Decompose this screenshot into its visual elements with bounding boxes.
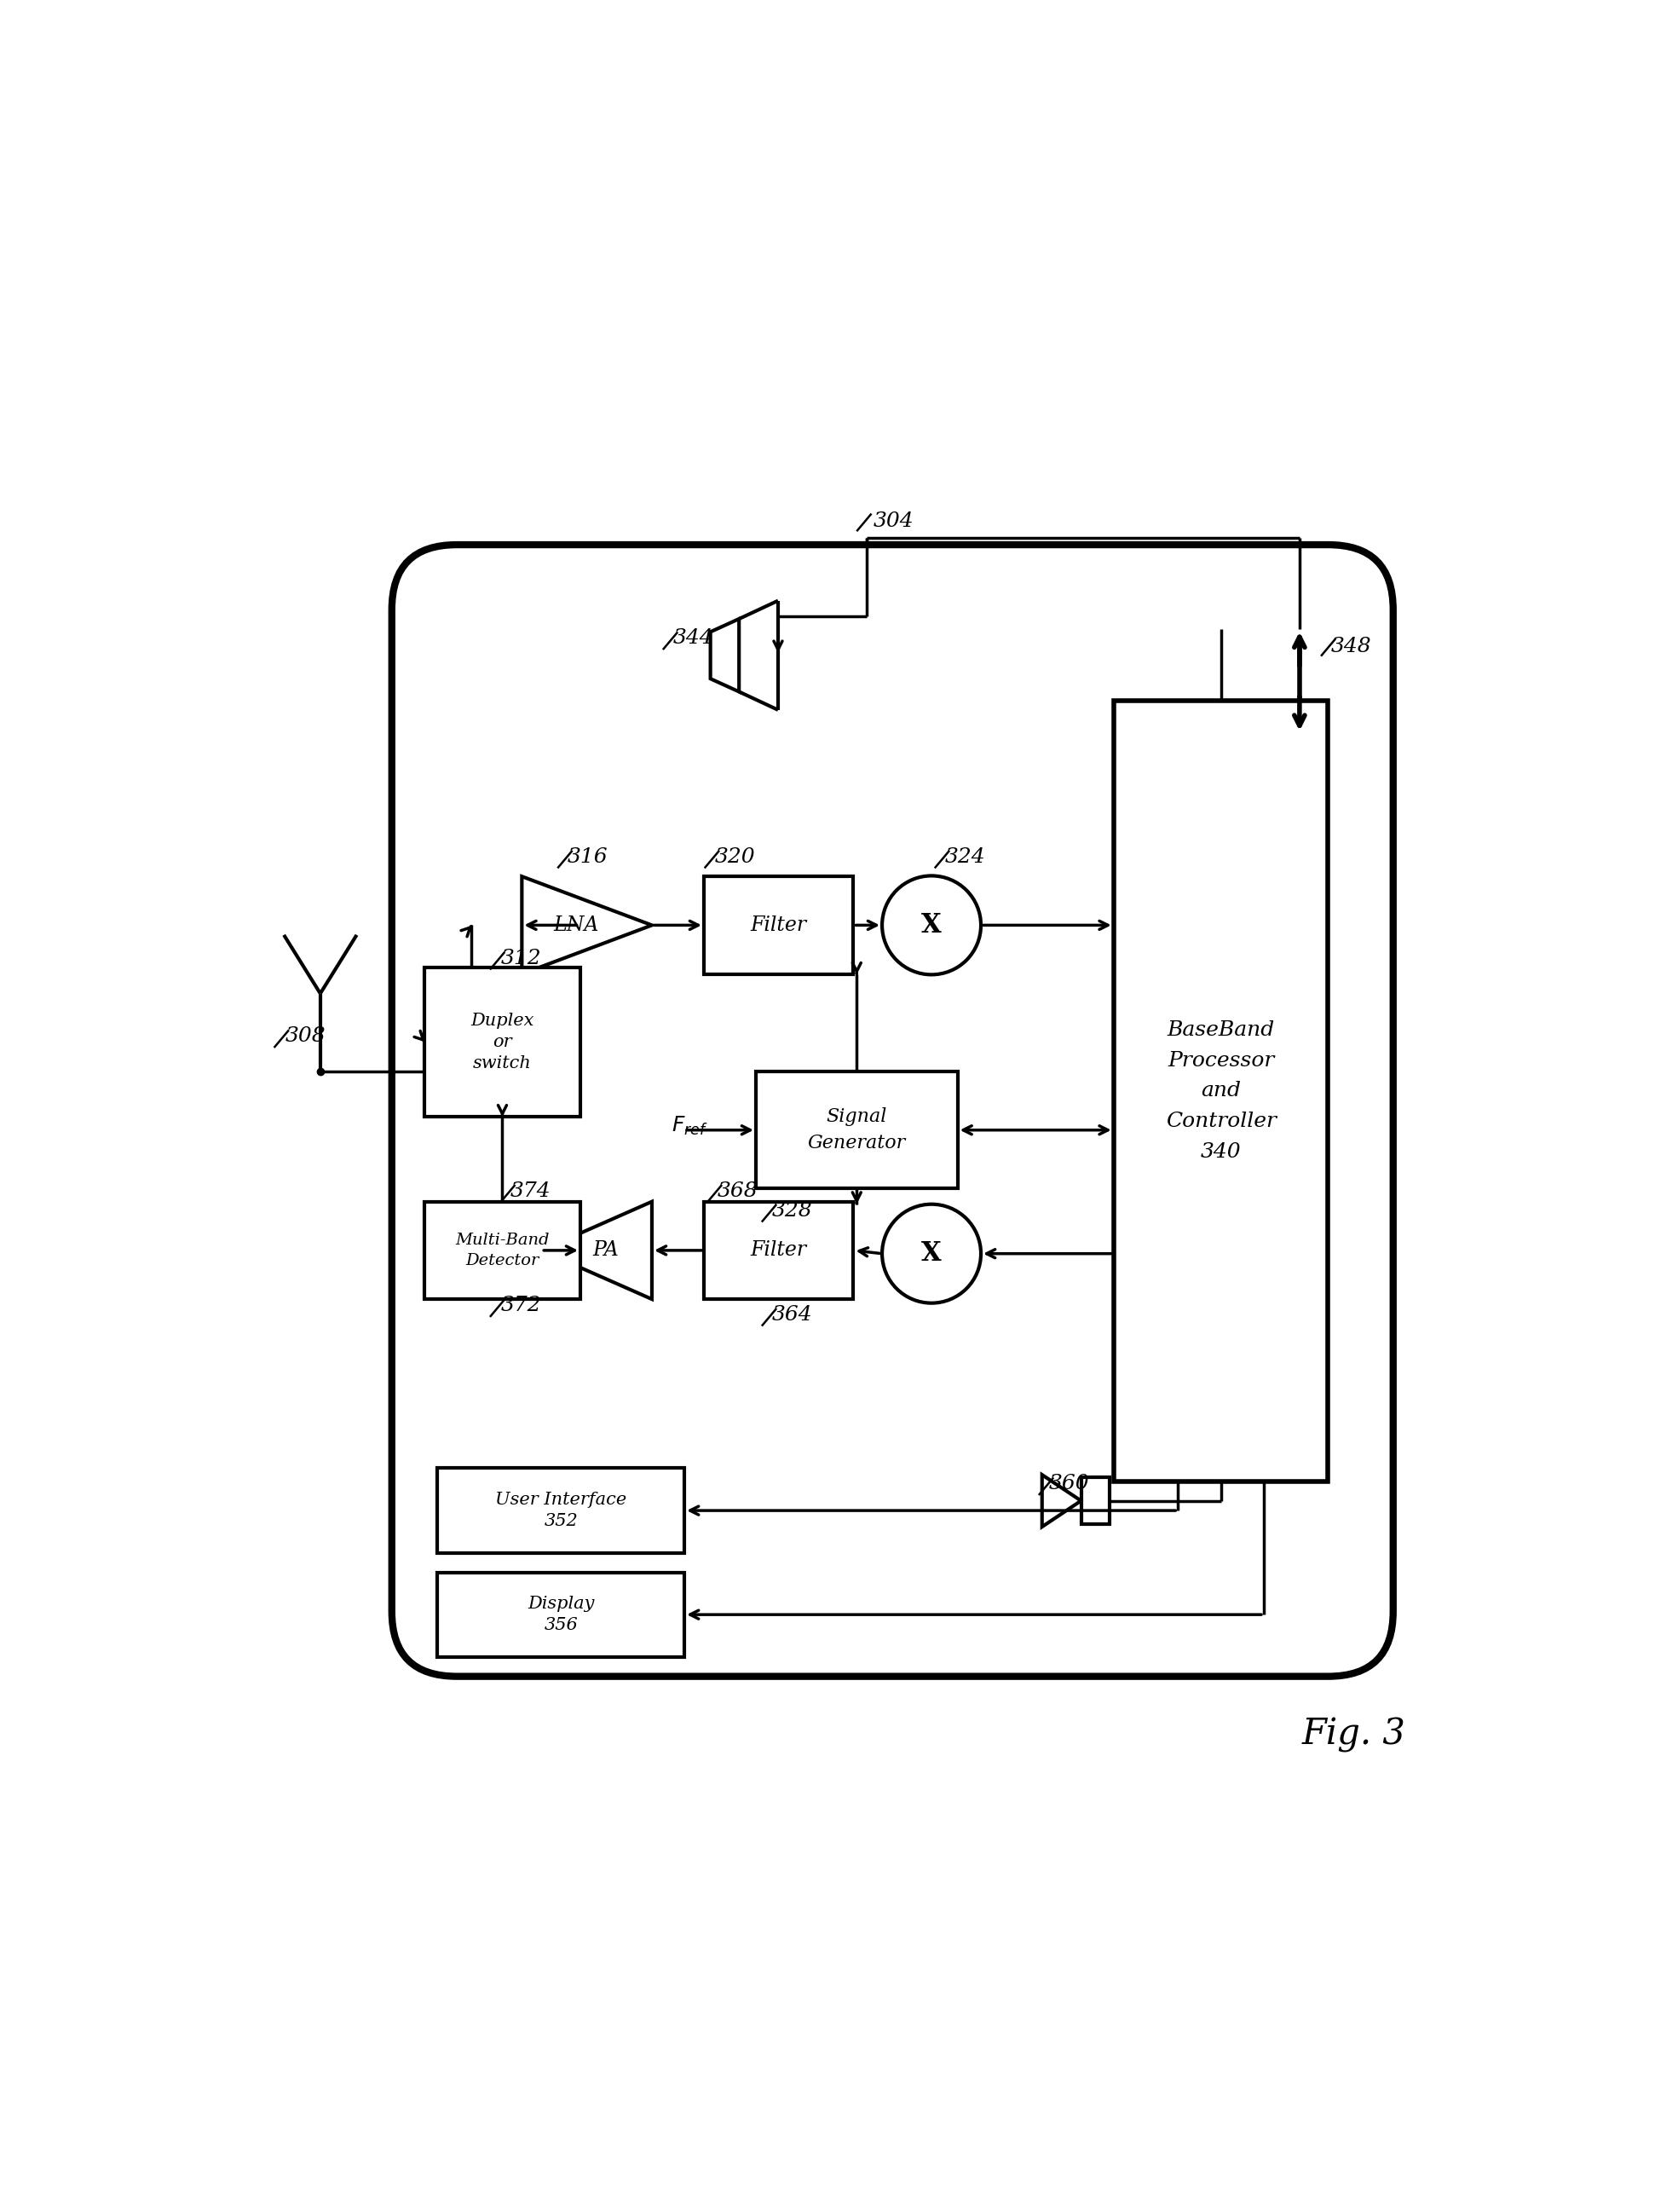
Text: User Interface
352: User Interface 352 bbox=[495, 1491, 626, 1528]
Polygon shape bbox=[710, 619, 738, 692]
Text: $F_{ref}$: $F_{ref}$ bbox=[671, 1115, 708, 1137]
Text: Fig. 3: Fig. 3 bbox=[1302, 1717, 1406, 1752]
Text: X: X bbox=[921, 1241, 941, 1267]
Text: PA: PA bbox=[592, 1241, 619, 1261]
Text: 344: 344 bbox=[673, 628, 713, 648]
FancyBboxPatch shape bbox=[438, 1573, 685, 1657]
Text: 316: 316 bbox=[567, 847, 607, 867]
Text: 360: 360 bbox=[1049, 1473, 1089, 1493]
FancyBboxPatch shape bbox=[705, 876, 854, 973]
FancyBboxPatch shape bbox=[425, 1201, 581, 1298]
Text: Filter: Filter bbox=[750, 1241, 807, 1261]
FancyBboxPatch shape bbox=[425, 967, 581, 1117]
Text: 364: 364 bbox=[772, 1305, 812, 1325]
Text: 372: 372 bbox=[502, 1296, 542, 1316]
Text: 304: 304 bbox=[873, 511, 913, 531]
FancyBboxPatch shape bbox=[705, 1201, 854, 1298]
Polygon shape bbox=[522, 876, 651, 973]
Text: 308: 308 bbox=[285, 1026, 326, 1046]
FancyBboxPatch shape bbox=[1081, 1478, 1109, 1524]
Text: X: X bbox=[921, 911, 941, 938]
Text: Filter: Filter bbox=[750, 916, 807, 936]
Circle shape bbox=[883, 876, 982, 975]
Text: Display
356: Display 356 bbox=[527, 1595, 594, 1632]
Circle shape bbox=[883, 1203, 982, 1303]
FancyBboxPatch shape bbox=[1114, 701, 1329, 1482]
Text: Multi-Band
Detector: Multi-Band Detector bbox=[455, 1232, 549, 1267]
Polygon shape bbox=[542, 1201, 651, 1298]
FancyBboxPatch shape bbox=[438, 1469, 685, 1553]
Text: 320: 320 bbox=[715, 847, 755, 867]
Text: Signal
Generator: Signal Generator bbox=[807, 1108, 906, 1152]
Text: 324: 324 bbox=[945, 847, 985, 867]
Text: 374: 374 bbox=[510, 1181, 550, 1201]
Polygon shape bbox=[1042, 1475, 1081, 1526]
Text: 312: 312 bbox=[502, 949, 542, 969]
FancyBboxPatch shape bbox=[755, 1071, 958, 1188]
Text: 348: 348 bbox=[1331, 637, 1371, 657]
Text: 328: 328 bbox=[772, 1201, 812, 1221]
Text: LNA: LNA bbox=[554, 916, 599, 936]
Text: BaseBand
Processor
and
Controller
340: BaseBand Processor and Controller 340 bbox=[1166, 1020, 1277, 1161]
FancyBboxPatch shape bbox=[393, 544, 1393, 1677]
Text: Duplex
or
switch: Duplex or switch bbox=[470, 1013, 534, 1071]
Text: 368: 368 bbox=[717, 1181, 757, 1201]
